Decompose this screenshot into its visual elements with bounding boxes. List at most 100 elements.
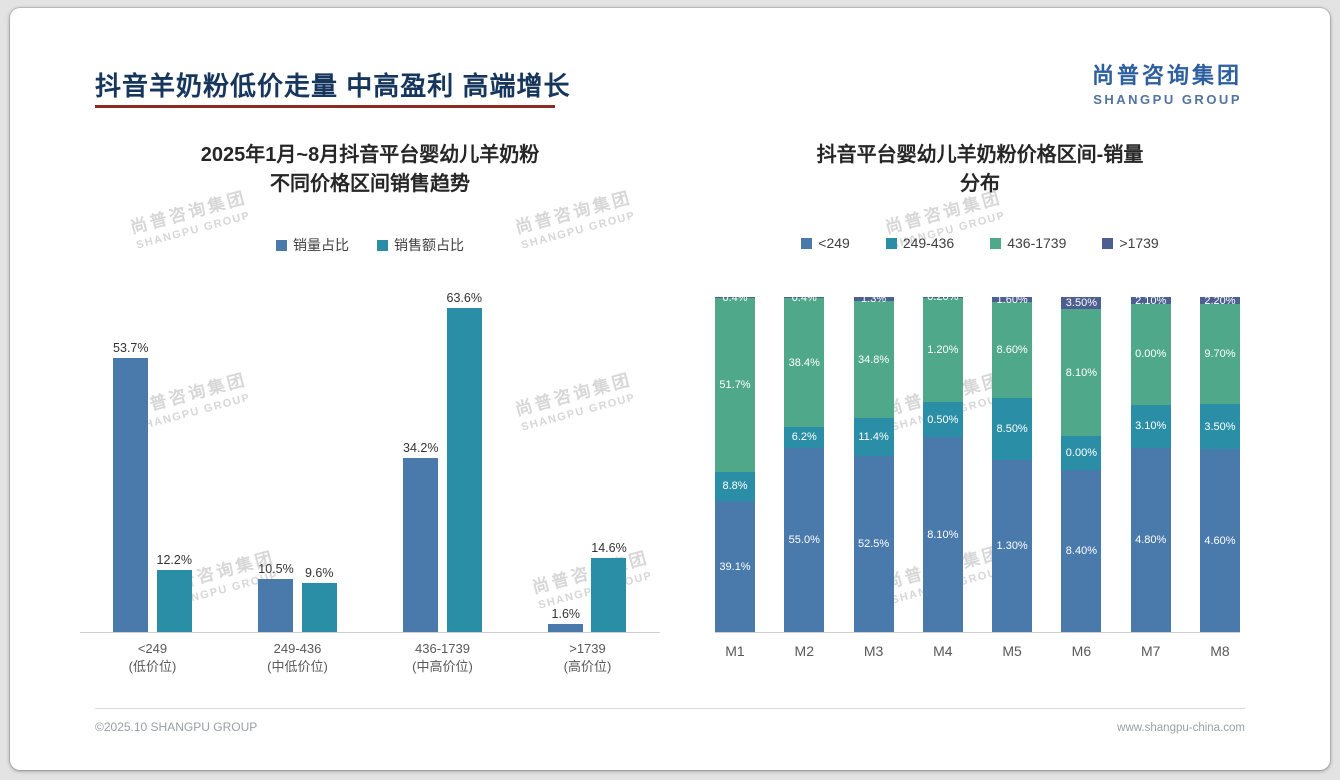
bar-segment: 8.40% <box>1061 469 1102 632</box>
segment-value-label: 0.4% <box>722 291 748 304</box>
segment-value-label: 2.20% <box>1204 294 1236 307</box>
legend-label: <249 <box>818 235 850 251</box>
stacked-bar: 4.80% 3.10% 0.00% 2.10% <box>1130 294 1171 632</box>
legend-item: >1739 <box>1102 235 1159 251</box>
segment-value-label: 0.00% <box>1135 348 1167 361</box>
category-label-line2: (中高价位) <box>412 659 473 674</box>
grouped-bar-chart: 2025年1月~8月抖音平台婴幼儿羊奶粉 不同价格区间销售趋势 销量占比 销售额占… <box>80 133 660 674</box>
bar-segment: 8.8% <box>715 471 755 501</box>
month-label: M5 <box>1002 643 1022 659</box>
segment-value-label: 0.00% <box>1065 447 1098 460</box>
stacked-bar: 8.10% 0.50% 1.20% 0.20% <box>922 291 963 632</box>
left-chart-title-line2: 不同价格区间销售趋势 <box>270 173 470 195</box>
stacked-bar: 1.30% 8.50% 8.60% 1.60% <box>992 293 1033 632</box>
segment-value-label: 11.4% <box>858 431 889 444</box>
legend-swatch <box>801 237 813 249</box>
segment-value-label: 8.10% <box>1065 366 1098 379</box>
bar-segment: 2.10% <box>1130 294 1171 307</box>
segment-value-label: 8.60% <box>996 344 1028 357</box>
category-label-line1: >1739 <box>569 641 606 656</box>
legend-swatch <box>377 239 388 251</box>
bar-value-label: 34.2% <box>403 440 439 455</box>
segment-value-label: 0.4% <box>791 291 817 304</box>
bar-group: 53.7% 12.2% <box>80 341 225 632</box>
category-label-line2: (中低价位) <box>267 659 328 674</box>
slide-title: 抖音羊奶粉低价走量 中高盈利 高端增长 <box>95 71 571 101</box>
bar-value-label: 10.5% <box>258 561 294 576</box>
right-chart-plot-area: 39.1% 8.8% 51.7% 0.4% 55.0% 6.2% 38.4% 0.4% 52.5… <box>715 291 1240 633</box>
bar-segment: 55.0% <box>784 447 825 632</box>
legend-item: 销售额占比 <box>377 235 464 255</box>
segment-value-label: 52.5% <box>857 538 890 551</box>
bar-segment: 38.4% <box>784 298 825 427</box>
segment-value-label: 3.50% <box>1065 296 1098 309</box>
bar-segment: 52.5% <box>853 456 894 632</box>
legend-item: 249-436 <box>885 235 954 251</box>
month-label: M4 <box>933 643 953 659</box>
category-label: 249-436 (中低价位) <box>225 640 370 676</box>
segment-value-label: 1.60% <box>996 293 1028 306</box>
category-label-line2: (低价位) <box>128 659 177 674</box>
segment-value-label: 8.50% <box>996 423 1028 436</box>
right-chart-title: 抖音平台婴幼儿羊奶粉价格区间-销量 分布 <box>695 141 1265 199</box>
bar-segment: 34.8% <box>853 301 894 418</box>
month-label: M3 <box>863 643 884 659</box>
stacked-bar: 39.1% 8.8% 51.7% 0.4% <box>715 292 755 632</box>
bar-segment: 0.20% <box>922 291 963 303</box>
bar-value-label: 1.6% <box>551 606 581 621</box>
bar-segment: 3.10% <box>1130 404 1171 449</box>
bar-segment: 0.00% <box>1061 436 1102 470</box>
segment-value-label: 39.1% <box>719 560 751 573</box>
legend-swatch <box>885 237 897 249</box>
legend-swatch <box>990 237 1002 249</box>
footer-divider <box>95 708 1245 709</box>
right-chart-title-line1: 抖音平台婴幼儿羊奶粉价格区间-销量 <box>816 144 1144 166</box>
segment-value-label: 8.10% <box>927 528 959 541</box>
bar-segment: 3.50% <box>1199 403 1240 450</box>
bar-segment: 9.70% <box>1199 304 1240 404</box>
left-chart-x-axis: <249 (低价位) 249-436 (中低价位) 436-1739 (中高价位) >173… <box>80 640 660 676</box>
bar-segment: 1.20% <box>922 297 963 403</box>
legend-swatch <box>1102 237 1114 249</box>
segment-value-label: 2.10% <box>1135 294 1167 307</box>
segment-value-label: 38.4% <box>788 356 820 369</box>
title-underline-rule <box>95 105 555 108</box>
category-label-line1: <249 <box>137 641 168 656</box>
segment-value-label: 1.20% <box>927 343 959 356</box>
category-label-line1: 436-1739 <box>415 641 470 656</box>
stacked-bar: 52.5% 11.4% 34.8% 1.3% <box>853 293 894 632</box>
month-label: M8 <box>1210 643 1230 659</box>
bar-segment: 0.50% <box>922 402 963 438</box>
bar-column: 1.6% <box>548 606 584 632</box>
month-label: M7 <box>1140 643 1161 659</box>
segment-value-label: 51.7% <box>719 378 751 391</box>
bar-column: 53.7% <box>113 341 149 632</box>
bar-segment: 11.4% <box>853 417 894 457</box>
segment-value-label: 3.50% <box>1204 420 1236 433</box>
bar-column: 10.5% <box>258 561 294 632</box>
bar-group: 34.2% 63.6% <box>370 291 515 632</box>
segment-value-label: 0.20% <box>927 291 959 304</box>
left-chart-title-line1: 2025年1月~8月抖音平台婴幼儿羊奶粉 <box>200 144 540 166</box>
segment-value-label: 34.8% <box>857 353 890 366</box>
logo-english-name: SHANGPU GROUP <box>1093 92 1242 107</box>
bar-segment: 8.50% <box>992 398 1033 461</box>
bar-segment: 0.4% <box>784 292 825 304</box>
bar-segment: 8.10% <box>922 437 963 632</box>
stacked-bar: 8.40% 0.00% 8.10% 3.50% <box>1061 296 1102 632</box>
footer-website: www.shangpu-china.com <box>1117 722 1245 734</box>
bar-column: 9.6% <box>301 566 337 632</box>
bar-value-label: 14.6% <box>591 540 627 555</box>
left-chart-plot-area: 53.7% 12.2% 10.5% 9.6% 34.2% 63.6% 1.6% 14.6% <box>80 273 660 633</box>
category-label-line1: 249-436 <box>273 641 322 656</box>
right-chart-legend: <249 249-436 436-1739 >1739 <box>695 235 1265 251</box>
category-label-line2: (高价位) <box>563 659 612 674</box>
bar-segment: 1.30% <box>992 460 1033 632</box>
stacked-bar: 55.0% 6.2% 38.4% 0.4% <box>784 292 825 632</box>
segment-value-label: 6.2% <box>791 431 817 444</box>
legend-item: 销量占比 <box>276 235 349 255</box>
bar-column: 63.6% <box>447 291 482 632</box>
bar-segment: 4.60% <box>1199 449 1240 632</box>
stacked-bar-chart: 抖音平台婴幼儿羊奶粉价格区间-销量 分布 <249 249-436 436-1739… <box>695 133 1265 659</box>
bar-column: 14.6% <box>591 540 627 632</box>
